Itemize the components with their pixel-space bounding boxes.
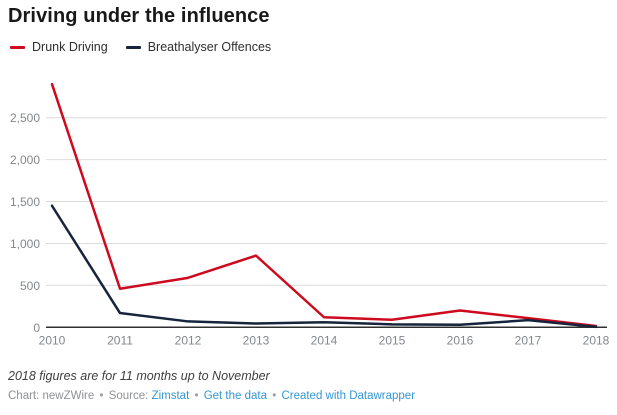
attribution: Chart: newZWire • Source: Zimstat • Get … bbox=[8, 390, 415, 402]
attribution-source-prefix: Source: bbox=[108, 390, 149, 402]
x-tick-label: 2012 bbox=[175, 333, 202, 347]
get-the-data-link[interactable]: Get the data bbox=[203, 390, 267, 402]
x-tick-label: 2018 bbox=[583, 333, 610, 347]
chart-svg: 0 500 1,000 1,500 2,000 2,500 2010 2011 2012 2013… bbox=[10, 82, 610, 347]
x-tick-label: 2013 bbox=[243, 333, 270, 347]
source-link[interactable]: Zimstat bbox=[151, 390, 190, 402]
datawrapper-link[interactable]: Created with Datawrapper bbox=[281, 390, 416, 402]
footnote: 2018 figures are for 11 months up to Nov… bbox=[8, 369, 270, 383]
legend-item-breathalyser: Breathalyser Offences bbox=[125, 40, 272, 54]
legend-label-breathalyser: Breathalyser Offences bbox=[147, 40, 272, 54]
x-tick-label: 2014 bbox=[311, 333, 338, 347]
legend-swatch-breathalyser bbox=[125, 45, 141, 49]
legend-label-drunk-driving: Drunk Driving bbox=[32, 40, 108, 54]
attribution-chart-label: Chart: newZWire bbox=[8, 390, 95, 402]
attribution-separator: • bbox=[194, 390, 199, 402]
y-tick-label: 2,500 bbox=[10, 111, 40, 125]
x-tick-label: 2015 bbox=[379, 333, 406, 347]
line-chart: 0 500 1,000 1,500 2,000 2,500 2010 2011 2012 2013… bbox=[0, 60, 617, 360]
y-tick-label: 1,500 bbox=[10, 195, 40, 209]
chart-title: Driving under the influence bbox=[8, 5, 270, 27]
y-tick-label: 1,000 bbox=[10, 237, 40, 251]
attribution-separator: • bbox=[272, 390, 277, 402]
x-tick-label: 2011 bbox=[107, 333, 133, 347]
series-line-breathalyser-offences bbox=[50, 204, 598, 329]
legend-swatch-drunk-driving bbox=[10, 45, 25, 49]
x-tick-label: 2010 bbox=[39, 333, 66, 347]
x-tick-label: 2017 bbox=[515, 333, 542, 347]
y-tick-label: 0 bbox=[33, 321, 40, 335]
y-tick-label: 2,000 bbox=[10, 153, 40, 167]
x-tick-label: 2016 bbox=[447, 333, 474, 347]
y-tick-label: 500 bbox=[20, 279, 40, 293]
attribution-separator: • bbox=[99, 390, 104, 402]
legend-item-drunk-driving: Drunk Driving bbox=[10, 40, 108, 54]
series-line-drunk-driving bbox=[50, 82, 598, 328]
legend: Drunk Driving Breathalyser Offences bbox=[10, 40, 271, 54]
